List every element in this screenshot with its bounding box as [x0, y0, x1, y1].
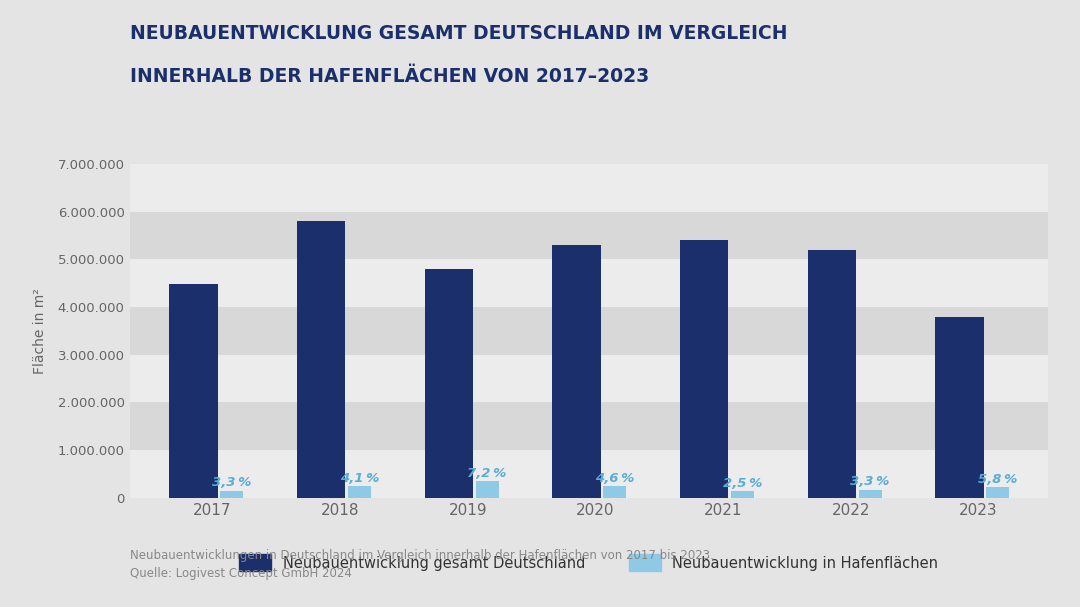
Bar: [731, 491, 754, 498]
Bar: [552, 245, 600, 498]
Text: 3,3 %: 3,3 %: [850, 475, 890, 489]
Bar: [130, 354, 1048, 402]
Bar: [130, 402, 1048, 450]
Text: 5,8 %: 5,8 %: [978, 473, 1017, 486]
Bar: [297, 221, 346, 498]
Bar: [130, 164, 1048, 212]
Legend: Neubauentwicklung gesamt Deutschland, Neubauentwicklung in Hafenflächen: Neubauentwicklung gesamt Deutschland, Ne…: [233, 549, 944, 577]
Text: 7,2 %: 7,2 %: [468, 467, 507, 480]
Y-axis label: Fläche in m²: Fläche in m²: [32, 288, 46, 374]
Text: 4,6 %: 4,6 %: [595, 472, 634, 485]
Bar: [808, 249, 856, 498]
Bar: [604, 486, 626, 498]
Text: 2,5 %: 2,5 %: [723, 477, 762, 490]
Bar: [130, 450, 1048, 498]
Bar: [130, 212, 1048, 259]
Bar: [130, 307, 1048, 354]
Text: 4,1 %: 4,1 %: [340, 472, 379, 485]
Bar: [680, 240, 728, 498]
Bar: [935, 316, 984, 498]
Bar: [170, 284, 218, 498]
Bar: [130, 259, 1048, 307]
Text: Neubauentwicklungen in Deutschland im Vergleich innerhalb der Hafenflächen von 2: Neubauentwicklungen in Deutschland im Ve…: [130, 549, 714, 580]
Text: 3,3 %: 3,3 %: [212, 476, 252, 489]
Bar: [220, 490, 243, 498]
Text: NEUBAUENTWICKLUNG GESAMT DEUTSCHLAND IM VERGLEICH: NEUBAUENTWICKLUNG GESAMT DEUTSCHLAND IM …: [130, 24, 787, 43]
Bar: [424, 269, 473, 498]
Bar: [348, 486, 370, 498]
Text: INNERHALB DER HAFENFLÄCHEN VON 2017–2023: INNERHALB DER HAFENFLÄCHEN VON 2017–2023: [130, 67, 649, 86]
Bar: [986, 487, 1010, 498]
Bar: [475, 481, 499, 498]
Bar: [859, 489, 881, 498]
